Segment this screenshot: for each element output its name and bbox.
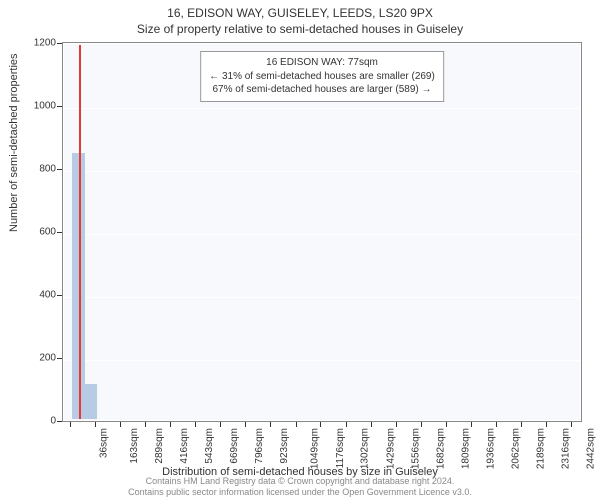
y-axis-title: Number of semi-detached properties	[8, 53, 20, 232]
x-tick-mark	[496, 422, 497, 427]
legend-line-smaller: ← 31% of semi-detached houses are smalle…	[209, 70, 435, 84]
gridline	[64, 297, 580, 298]
y-tick-mark	[57, 43, 62, 44]
x-tick-label: 2189sqm	[535, 428, 546, 469]
y-tick-label: 400	[16, 290, 56, 301]
x-tick-mark	[296, 422, 297, 427]
x-tick-mark	[70, 422, 71, 427]
y-tick-mark	[57, 232, 62, 233]
x-tick-mark	[145, 422, 146, 427]
x-tick-mark	[471, 422, 472, 427]
y-tick-label: 800	[16, 164, 56, 175]
x-tick-label: 2442sqm	[585, 428, 596, 469]
y-tick-label: 1200	[16, 38, 56, 49]
x-tick-mark	[320, 422, 321, 427]
x-tick-label: 163sqm	[129, 428, 140, 464]
x-tick-label: 1429sqm	[385, 428, 396, 469]
y-tick-label: 200	[16, 353, 56, 364]
y-tick-mark	[57, 106, 62, 107]
x-tick-label: 2316sqm	[561, 428, 572, 469]
y-tick-mark	[57, 358, 62, 359]
x-tick-label: 1682sqm	[435, 428, 446, 469]
x-tick-label: 923sqm	[280, 428, 291, 464]
x-tick-label: 36sqm	[99, 428, 110, 458]
legend-box: 16 EDISON WAY: 77sqm ← 31% of semi-detac…	[200, 51, 444, 102]
x-tick-mark	[270, 422, 271, 427]
x-tick-label: 1176sqm	[334, 428, 345, 468]
gridline	[64, 108, 580, 109]
x-tick-mark	[521, 422, 522, 427]
y-tick-label: 0	[16, 416, 56, 427]
footer-line-1: Contains HM Land Registry data © Crown c…	[0, 476, 600, 487]
bar	[85, 384, 98, 419]
title-address: 16, EDISON WAY, GUISELEY, LEEDS, LS20 9P…	[0, 6, 600, 22]
footer-block: Contains HM Land Registry data © Crown c…	[0, 476, 600, 498]
x-tick-label: 669sqm	[229, 428, 240, 464]
x-tick-mark	[421, 422, 422, 427]
legend-line-larger: 67% of semi-detached houses are larger (…	[209, 83, 435, 97]
x-tick-mark	[446, 422, 447, 427]
x-tick-label: 1049sqm	[310, 428, 321, 469]
title-block: 16, EDISON WAY, GUISELEY, LEEDS, LS20 9P…	[0, 0, 600, 39]
gridline	[64, 360, 580, 361]
x-tick-mark	[346, 422, 347, 427]
x-tick-mark	[170, 422, 171, 427]
y-tick-mark	[57, 295, 62, 296]
x-tick-label: 1809sqm	[460, 428, 471, 469]
y-tick-label: 600	[16, 227, 56, 238]
x-tick-label: 2062sqm	[510, 428, 521, 469]
title-subtitle: Size of property relative to semi-detach…	[0, 22, 600, 38]
y-tick-mark	[57, 421, 62, 422]
x-tick-mark	[396, 422, 397, 427]
gridline	[64, 234, 580, 235]
x-tick-mark	[371, 422, 372, 427]
gridline	[64, 171, 580, 172]
x-tick-mark	[245, 422, 246, 427]
x-tick-mark	[120, 422, 121, 427]
y-tick-label: 1000	[16, 101, 56, 112]
x-tick-label: 1936sqm	[485, 428, 496, 469]
x-tick-mark	[195, 422, 196, 427]
x-tick-label: 1556sqm	[410, 428, 421, 469]
x-tick-mark	[95, 422, 96, 427]
footer-line-2: Contains public sector information licen…	[0, 487, 600, 498]
x-tick-label: 796sqm	[254, 428, 265, 464]
legend-line-value: 16 EDISON WAY: 77sqm	[209, 56, 435, 70]
y-tick-mark	[57, 169, 62, 170]
x-tick-mark	[220, 422, 221, 427]
x-tick-label: 543sqm	[204, 428, 215, 464]
x-tick-label: 416sqm	[179, 428, 190, 464]
plot-wrap: 36sqm163sqm289sqm416sqm543sqm669sqm796sq…	[62, 42, 582, 422]
x-tick-mark	[546, 422, 547, 427]
chart-container: 16, EDISON WAY, GUISELEY, LEEDS, LS20 9P…	[0, 0, 600, 500]
x-tick-label: 1302sqm	[360, 428, 371, 469]
x-tick-label: 289sqm	[154, 428, 165, 464]
x-tick-mark	[571, 422, 572, 427]
marker-line	[79, 45, 81, 419]
